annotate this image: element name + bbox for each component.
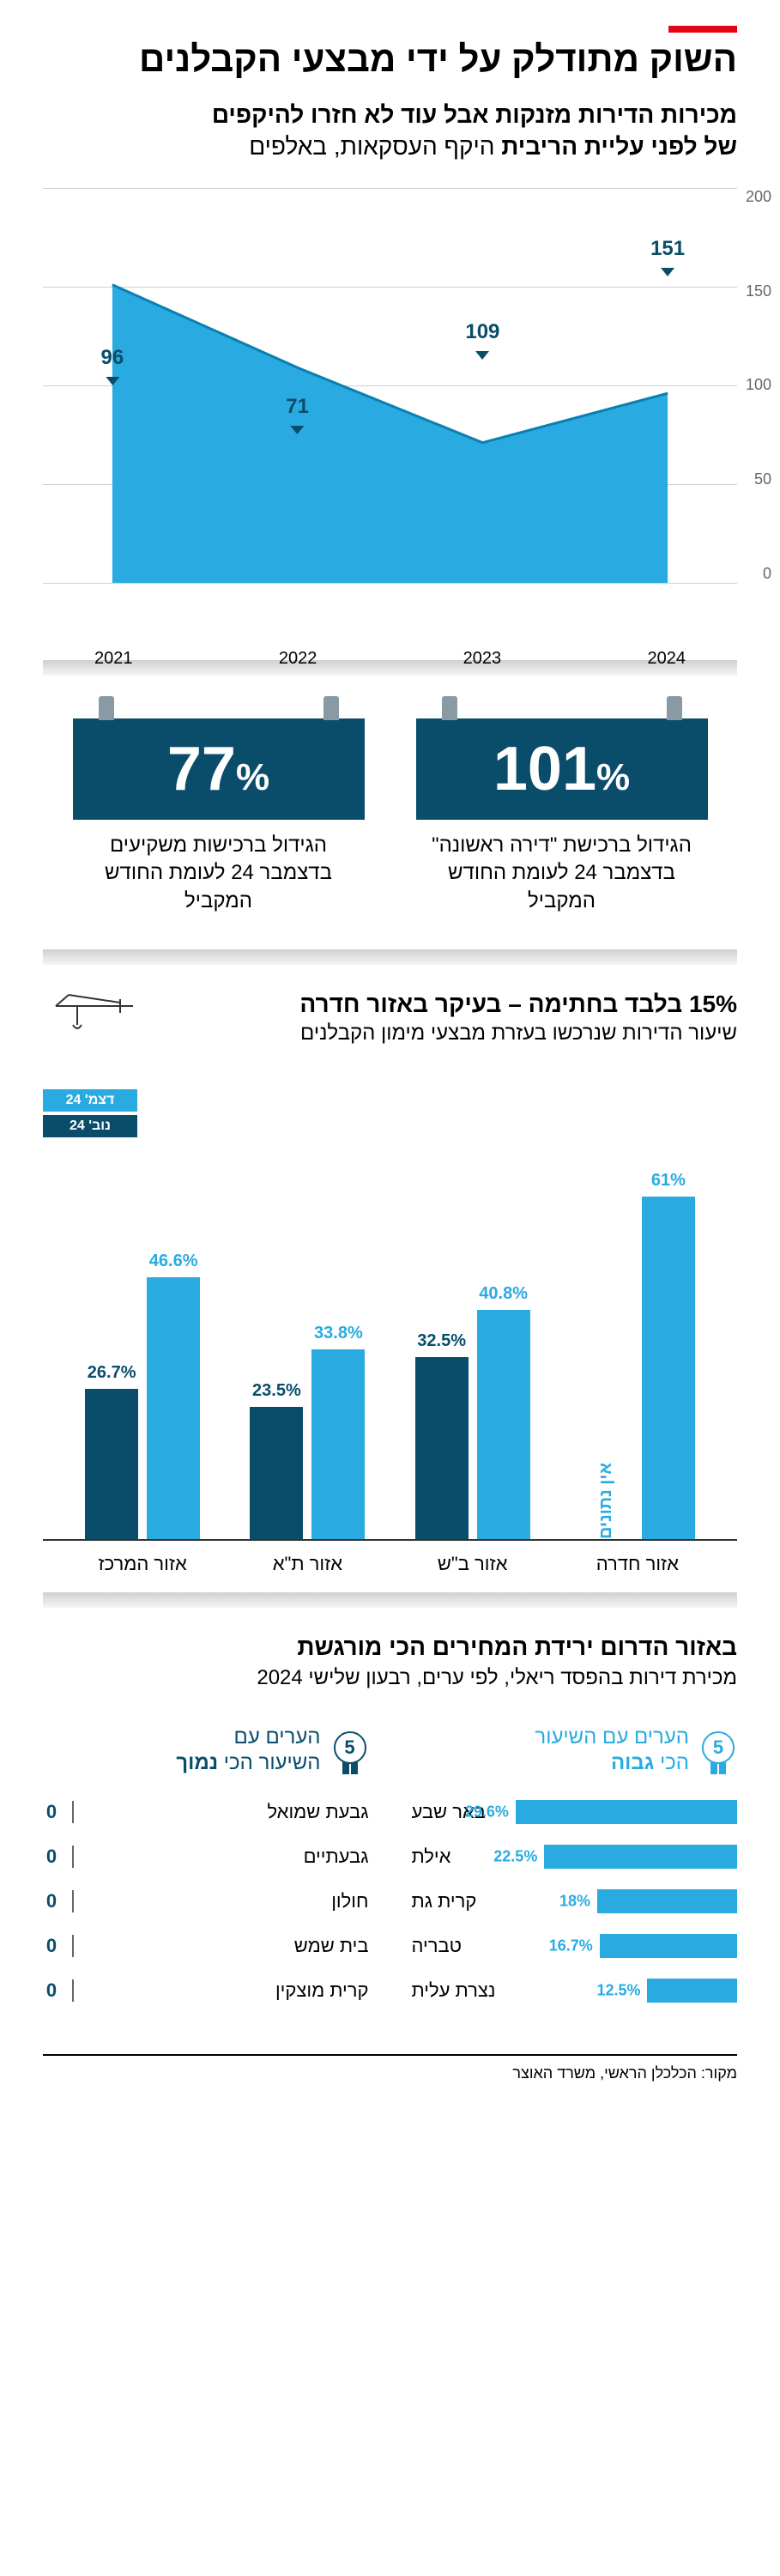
bar-group: 46.6%26.7% — [74, 1146, 211, 1539]
crane-legend: דצמ' 24 נוב' 24 — [43, 991, 137, 1137]
city-row-low: קרית מוצקין0 — [43, 1975, 369, 2006]
stat-desc: הגידול ברכישות משקיעים בדצמבר 24 לעומת ה… — [73, 832, 365, 915]
city-col-high: הערים עם השיעור הכי גבוה 5 29.6%באר שבע 2… — [412, 1724, 738, 2020]
bar-x-labels: אזור חדרה אזור ב"ש אזור ת"א אזור המרכז — [43, 1553, 737, 1575]
bar-nov: 23.5% — [250, 1407, 303, 1539]
bar-dec: 33.8% — [311, 1349, 365, 1539]
city-row-low: חולון0 — [43, 1886, 369, 1917]
city-section: באזור הדרום ירידת המחירים הכי מורגשת מכי… — [43, 1633, 737, 2020]
data-label: 96 — [101, 346, 124, 370]
city-row-low: בית שמש0 — [43, 1930, 369, 1961]
city-title: באזור הדרום ירידת המחירים הכי מורגשת — [43, 1633, 737, 1661]
divider — [43, 1592, 737, 1608]
subtitle-block: מכירות הדירות מזנקות אבל עוד לא חזרו להי… — [43, 100, 737, 162]
bar-group: 61%אין נתונים — [569, 1146, 706, 1539]
city-row-high: 22.5%אילת — [412, 1841, 738, 1872]
bar-chart: 61%אין נתונים40.8%32.5%33.8%23.5%46.6%26… — [43, 1146, 737, 1541]
legend-nov: נוב' 24 — [43, 1115, 137, 1137]
subtitle-line1: מכירות הדירות מזנקות אבל עוד לא חזרו להי… — [43, 100, 737, 130]
legend-dec: דצמ' 24 — [43, 1089, 137, 1112]
bar-dec: 61% — [642, 1197, 695, 1539]
bar-x-label: אזור חדרה — [569, 1553, 706, 1575]
area-chart: 200150100500 1511097196 2021202220232024 — [43, 188, 737, 634]
bar-group: 40.8%32.5% — [404, 1146, 541, 1539]
city-row-high: 29.6%באר שבע — [412, 1797, 738, 1827]
badge-low-icon: 5 — [331, 1731, 369, 1769]
bar-section-header: 15% בלבד בחתימה – בעיקר באזור חדרה שיעור… — [43, 991, 737, 1137]
data-label: 109 — [465, 320, 499, 344]
bar-nov: 26.7% — [85, 1389, 138, 1539]
stat-box: 77% הגידול ברכישות משקיעים בדצמבר 24 לעו… — [73, 701, 365, 915]
no-data: אין נתונים — [580, 1458, 633, 1539]
stat-value: 77% — [73, 718, 365, 820]
divider — [43, 949, 737, 965]
high-col-title: הערים עם השיעור הכי גבוה — [535, 1724, 689, 1776]
city-col-low: הערים עם השיעור הכי נמוך 5 גבעת שמואל0 גב… — [43, 1724, 369, 2020]
accent-bar — [668, 26, 737, 33]
city-row-high: 12.5%נצרת עלית — [412, 1975, 738, 2006]
city-row-high: 16.7%טבריה — [412, 1930, 738, 1961]
bar-section-title: 15% בלבד בחתימה – בעיקר באזור חדרה — [154, 991, 737, 1018]
low-col-title: הערים עם השיעור הכי נמוך — [176, 1724, 320, 1776]
bar-nov: 32.5% — [415, 1357, 469, 1540]
bar-dec: 46.6% — [147, 1277, 200, 1539]
city-sub: מכירת דירות בהפסד ריאלי, לפי ערים, רבעון… — [43, 1666, 737, 1690]
bar-section-sub: שיעור הדירות שנרכשו בעזרת מבצעי מימון הק… — [154, 1021, 737, 1046]
stat-value: 101% — [416, 718, 708, 820]
stat-desc: הגידול ברכישת "דירה ראשונה" בדצמבר 24 לע… — [416, 832, 708, 915]
main-title: השוק מתודלק על ידי מבצעי הקבלנים — [43, 39, 737, 79]
source-text: מקור: הכלכלן הראשי, משרד האוצר — [43, 2064, 737, 2082]
bottom-line — [43, 2054, 737, 2056]
bar-x-label: אזור ב"ש — [404, 1553, 541, 1575]
x-axis-labels: 2021202220232024 — [43, 649, 737, 669]
y-axis-labels: 200150100500 — [741, 188, 771, 583]
stat-box: 101% הגידול ברכישת "דירה ראשונה" בדצמבר … — [416, 701, 708, 915]
subtitle-line2: של לפני עליית הריבית היקף העסקאות, באלפי… — [43, 131, 737, 162]
data-label: 151 — [650, 237, 685, 261]
bar-group: 33.8%23.5% — [239, 1146, 376, 1539]
stat-boxes: 101% הגידול ברכישת "דירה ראשונה" בדצמבר … — [43, 701, 737, 915]
area-svg — [43, 188, 737, 583]
city-row-high: 18%קרית גת — [412, 1886, 738, 1917]
bar-x-label: אזור ת"א — [239, 1553, 376, 1575]
bar-dec: 40.8% — [477, 1310, 530, 1539]
city-row-low: גבעתיים0 — [43, 1841, 369, 1872]
data-label: 71 — [286, 395, 309, 419]
badge-high-icon: 5 — [699, 1731, 737, 1769]
city-row-low: גבעת שמואל0 — [43, 1797, 369, 1827]
crane-icon — [43, 991, 137, 1085]
bar-x-label: אזור המרכז — [74, 1553, 211, 1575]
